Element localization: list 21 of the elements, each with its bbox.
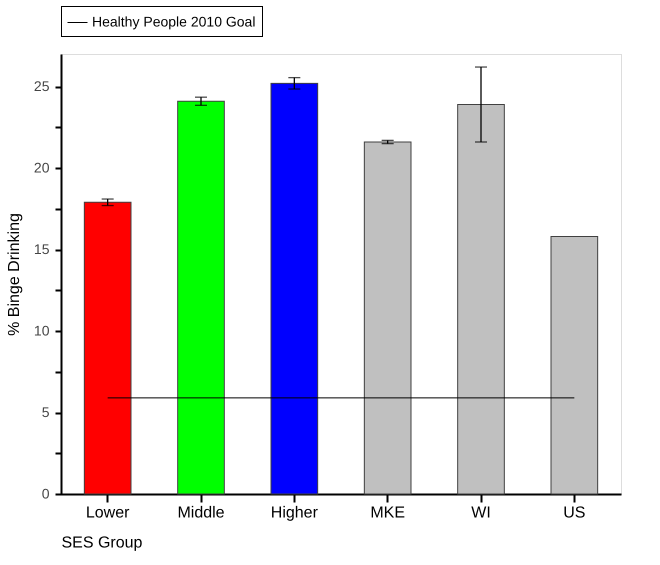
y-tick-label: 5 <box>42 404 50 420</box>
y-tick-label: 25 <box>34 78 50 94</box>
x-tick-label: US <box>563 504 586 522</box>
y-tick-label: 20 <box>34 160 50 176</box>
x-tick-label: Lower <box>86 504 130 522</box>
x-tick-label: Middle <box>177 504 225 522</box>
bar <box>550 236 598 494</box>
x-tick-label: MKE <box>370 504 406 522</box>
y-axis-title: % Binge Drinking <box>6 213 23 336</box>
bar <box>457 104 505 494</box>
bar <box>177 100 225 494</box>
x-axis-title: SES Group <box>62 534 143 552</box>
y-tick-label: 0 <box>42 486 50 502</box>
y-tick-label: 10 <box>34 322 50 339</box>
y-tick-label: 15 <box>34 241 50 258</box>
bar <box>84 202 132 494</box>
x-tick-label: WI <box>471 504 491 522</box>
legend-label: Healthy People 2010 Goal <box>92 14 256 30</box>
x-tick-label: Higher <box>270 504 319 522</box>
bar <box>270 82 318 494</box>
bar <box>364 142 412 494</box>
